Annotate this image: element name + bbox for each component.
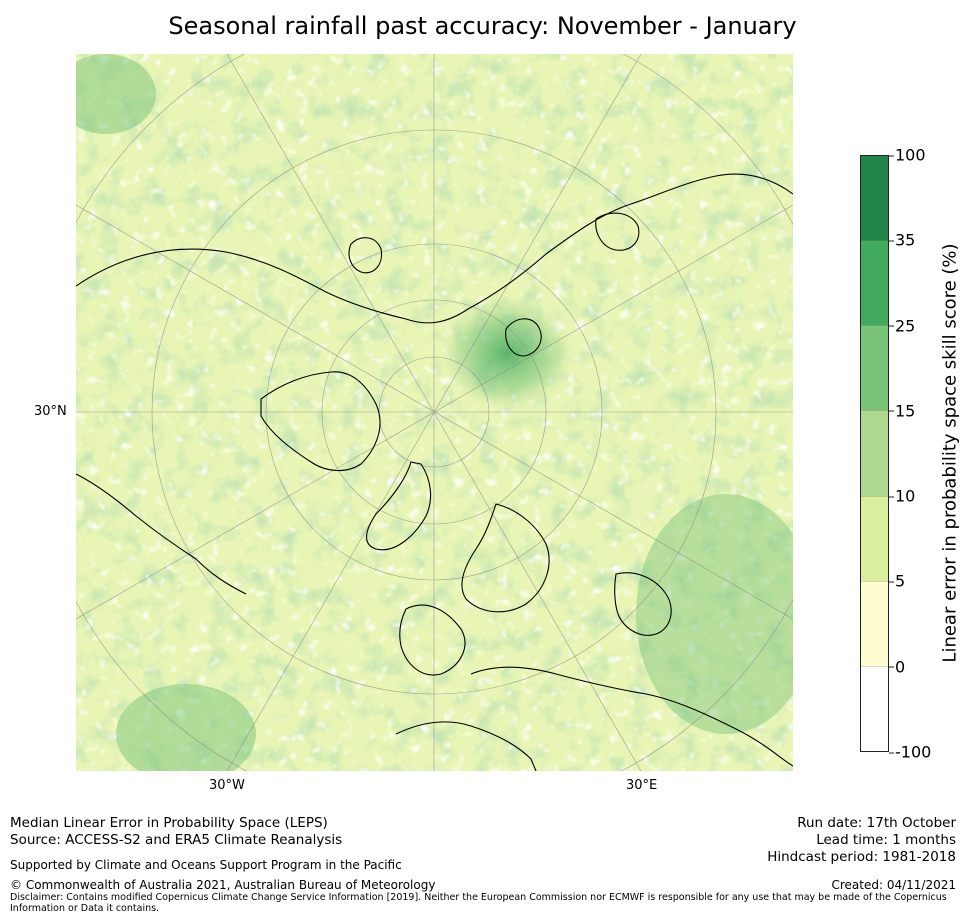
footer-leps: Median Linear Error in Probability Space… xyxy=(10,815,328,831)
colorbar-segment xyxy=(861,410,888,496)
footer-hindcast: Hindcast period: 1981-2018 xyxy=(767,849,956,865)
footer-disclaimer-2: Information or Data it contains. xyxy=(10,903,160,914)
colorbar-tick-label: 35 xyxy=(888,230,916,250)
lon-tick-label-east: 30°E xyxy=(626,778,658,793)
arctic-high-skill-region xyxy=(336,244,636,504)
colorbar-segment xyxy=(861,240,888,326)
colorbar-tick-label: 0 xyxy=(888,657,906,677)
footer-disclaimer-1: Disclaimer: Contains modified Copernicus… xyxy=(10,892,947,903)
colorbar-segment xyxy=(861,665,888,751)
asia-high-skill-region xyxy=(636,494,793,734)
footer-source: Source: ACCESS-S2 and ERA5 Climate Reana… xyxy=(10,832,343,848)
colorbar-segment xyxy=(861,156,888,241)
colorbar-segment xyxy=(861,325,888,411)
pacific-high-skill-region xyxy=(116,684,256,771)
footer-lead-time: Lead time: 1 months xyxy=(816,832,956,848)
colorbar xyxy=(860,155,889,752)
chart-title: Seasonal rainfall past accuracy: Novembe… xyxy=(168,12,797,40)
coastlines xyxy=(76,173,793,771)
footer-run-date: Run date: 17th October xyxy=(797,815,956,831)
corner-high-skill-region xyxy=(76,54,156,134)
colorbar-tick-label: 100 xyxy=(889,145,926,165)
map-svg xyxy=(76,54,793,771)
colorbar-tick-label: 25 xyxy=(888,316,916,336)
footer-created: Created: 04/11/2021 xyxy=(831,878,956,892)
colorbar-tick-label: 10 xyxy=(888,486,916,506)
footer-support: Supported by Climate and Oceans Support … xyxy=(10,858,402,872)
colorbar-segment xyxy=(861,495,888,581)
colorbar-tick-label: 15 xyxy=(888,401,916,421)
colorbar-segment xyxy=(861,580,888,666)
colorbar-tick-label: 5 xyxy=(888,571,906,591)
colorbar-label: Linear error in probability space skill … xyxy=(939,243,961,663)
footer-copyright: © Commonwealth of Australia 2021, Austra… xyxy=(10,878,436,892)
lat-tick-label: 30°N xyxy=(34,404,67,419)
graticule xyxy=(76,54,793,771)
lon-tick-label-west: 30°W xyxy=(209,778,245,793)
colorbar-tick-label: -100 xyxy=(888,742,932,762)
polar-map xyxy=(76,54,793,771)
